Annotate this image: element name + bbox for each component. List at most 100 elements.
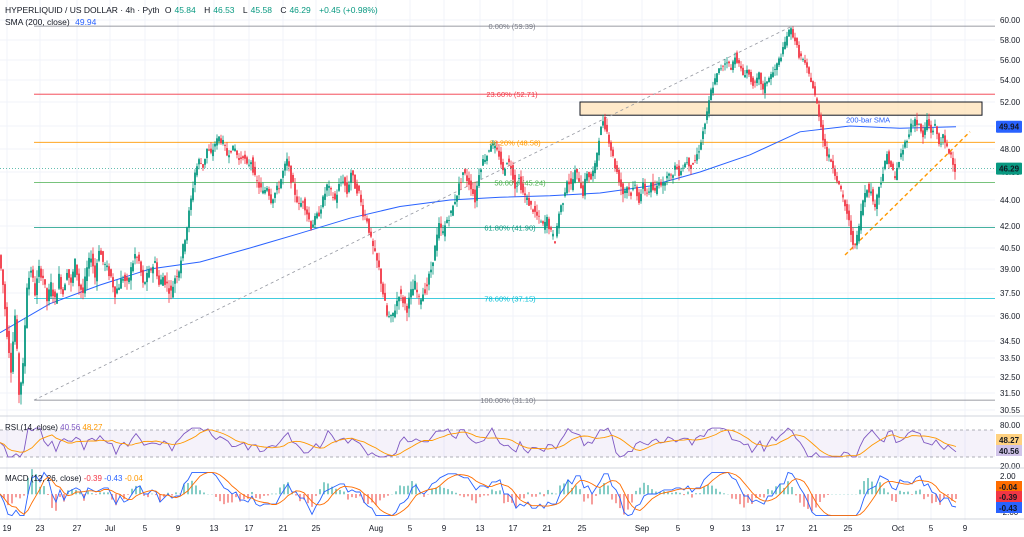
macd-histogram-bar xyxy=(955,494,957,499)
macd-histogram-bar xyxy=(219,494,221,502)
time-tick-label: 27 xyxy=(73,524,82,533)
candle-body xyxy=(10,352,12,373)
macd-histogram-bar xyxy=(115,494,117,506)
candle-body xyxy=(50,282,52,297)
candle-body xyxy=(244,154,246,159)
candle-body xyxy=(154,261,156,263)
candle-body xyxy=(510,165,512,169)
candle-body xyxy=(376,253,378,261)
rsi-legend[interactable]: RSI (14, close) 40.56 48.27 xyxy=(5,423,102,432)
macd-histogram-bar xyxy=(751,494,753,505)
candle-body xyxy=(832,160,834,169)
candle-body xyxy=(392,312,394,317)
macd-histogram-bar xyxy=(327,483,329,495)
macd-histogram-bar xyxy=(203,492,205,495)
candle-body xyxy=(76,264,78,275)
candle-body xyxy=(792,29,794,38)
macd-histogram-bar xyxy=(827,494,829,495)
candle-body xyxy=(912,125,914,127)
candle-body xyxy=(952,157,954,165)
time-tick-label: 17 xyxy=(245,524,254,533)
candle-body xyxy=(346,182,348,194)
candle-body xyxy=(440,223,442,228)
candle-body xyxy=(462,172,464,175)
macd-histogram-bar xyxy=(319,489,321,495)
candle-body xyxy=(342,181,344,183)
candle-body xyxy=(656,185,658,195)
macd-histogram-bar xyxy=(899,490,901,495)
price-tick-label: 30.55 xyxy=(1000,406,1021,415)
candle-body xyxy=(256,180,258,182)
macd-histogram-bar xyxy=(707,485,709,495)
candle-body xyxy=(608,134,610,144)
candle-body xyxy=(566,181,568,194)
candle-body xyxy=(904,141,906,148)
candle-body xyxy=(30,270,32,273)
candle-body xyxy=(324,193,326,200)
candle-body xyxy=(896,167,898,181)
candle-body xyxy=(776,63,778,70)
macd-histogram-bar xyxy=(903,491,905,495)
sma-annotation: 200-bar SMA xyxy=(846,115,890,124)
macd-histogram-bar xyxy=(943,494,945,499)
macd-histogram-bar xyxy=(11,494,13,504)
candle-body xyxy=(160,279,162,285)
candle-body xyxy=(522,183,524,193)
candle-body xyxy=(190,198,192,210)
macd-histogram-bar xyxy=(891,494,893,501)
candle-body xyxy=(716,73,718,83)
price-axis: 60.0058.0056.0054.0052.0050.0048.0046.00… xyxy=(1000,16,1021,415)
candle-body xyxy=(74,258,76,278)
candle-body xyxy=(24,325,26,367)
macd-histogram-bar xyxy=(519,494,521,499)
candle-body xyxy=(772,72,774,78)
candle-body xyxy=(194,172,196,186)
macd-histogram-bar xyxy=(535,494,537,497)
candle-body xyxy=(320,209,322,214)
fib-label: 0.00% (59.39) xyxy=(488,22,536,31)
candle-body xyxy=(302,201,304,203)
close-price-badge: 46.29 xyxy=(999,165,1020,174)
candle-body xyxy=(358,185,360,191)
candle-body xyxy=(182,244,184,259)
candle-body xyxy=(700,142,702,150)
candle-body xyxy=(830,159,832,162)
low-value: 45.58 xyxy=(250,5,272,15)
candle-body xyxy=(746,69,748,74)
candle-body xyxy=(226,148,228,156)
candle-body xyxy=(926,119,928,130)
macd-legend[interactable]: MACD (12, 26, close) -0.39 -0.43 -0.04 xyxy=(5,474,143,483)
macd-histogram-bar xyxy=(403,486,405,495)
macd-histogram-bar xyxy=(379,494,381,501)
candle-body xyxy=(822,124,824,141)
macd-histogram-bar xyxy=(235,494,237,498)
candle-body xyxy=(508,158,510,163)
candle-body xyxy=(542,221,544,224)
candle-body xyxy=(438,223,440,239)
candle-body xyxy=(646,192,648,194)
sma-legend[interactable]: SMA (200, close) 49.94 xyxy=(5,17,99,27)
candle-body xyxy=(286,158,288,166)
candle-body xyxy=(308,212,310,220)
candle-body xyxy=(254,166,256,175)
candle-body xyxy=(64,284,66,291)
candle-body xyxy=(214,143,216,147)
macd-histogram-bar xyxy=(495,491,497,495)
candle-body xyxy=(250,162,252,165)
candle-body xyxy=(812,81,814,89)
candle-body xyxy=(262,190,264,194)
rsi-ma-line xyxy=(0,429,957,457)
support-trendline xyxy=(844,131,971,256)
time-tick-label: 25 xyxy=(312,524,321,533)
macd-histogram-bar xyxy=(627,494,629,510)
macd-histogram-bar xyxy=(87,491,89,495)
macd-histogram-bar xyxy=(575,485,577,495)
candle-body xyxy=(114,286,116,298)
candle-body xyxy=(450,210,452,214)
resistance-zone xyxy=(579,101,983,116)
macd-histogram-bar xyxy=(651,489,653,495)
candle-body xyxy=(800,53,802,57)
sma-legend-value: 49.94 xyxy=(75,17,97,27)
candle-body xyxy=(370,231,372,237)
